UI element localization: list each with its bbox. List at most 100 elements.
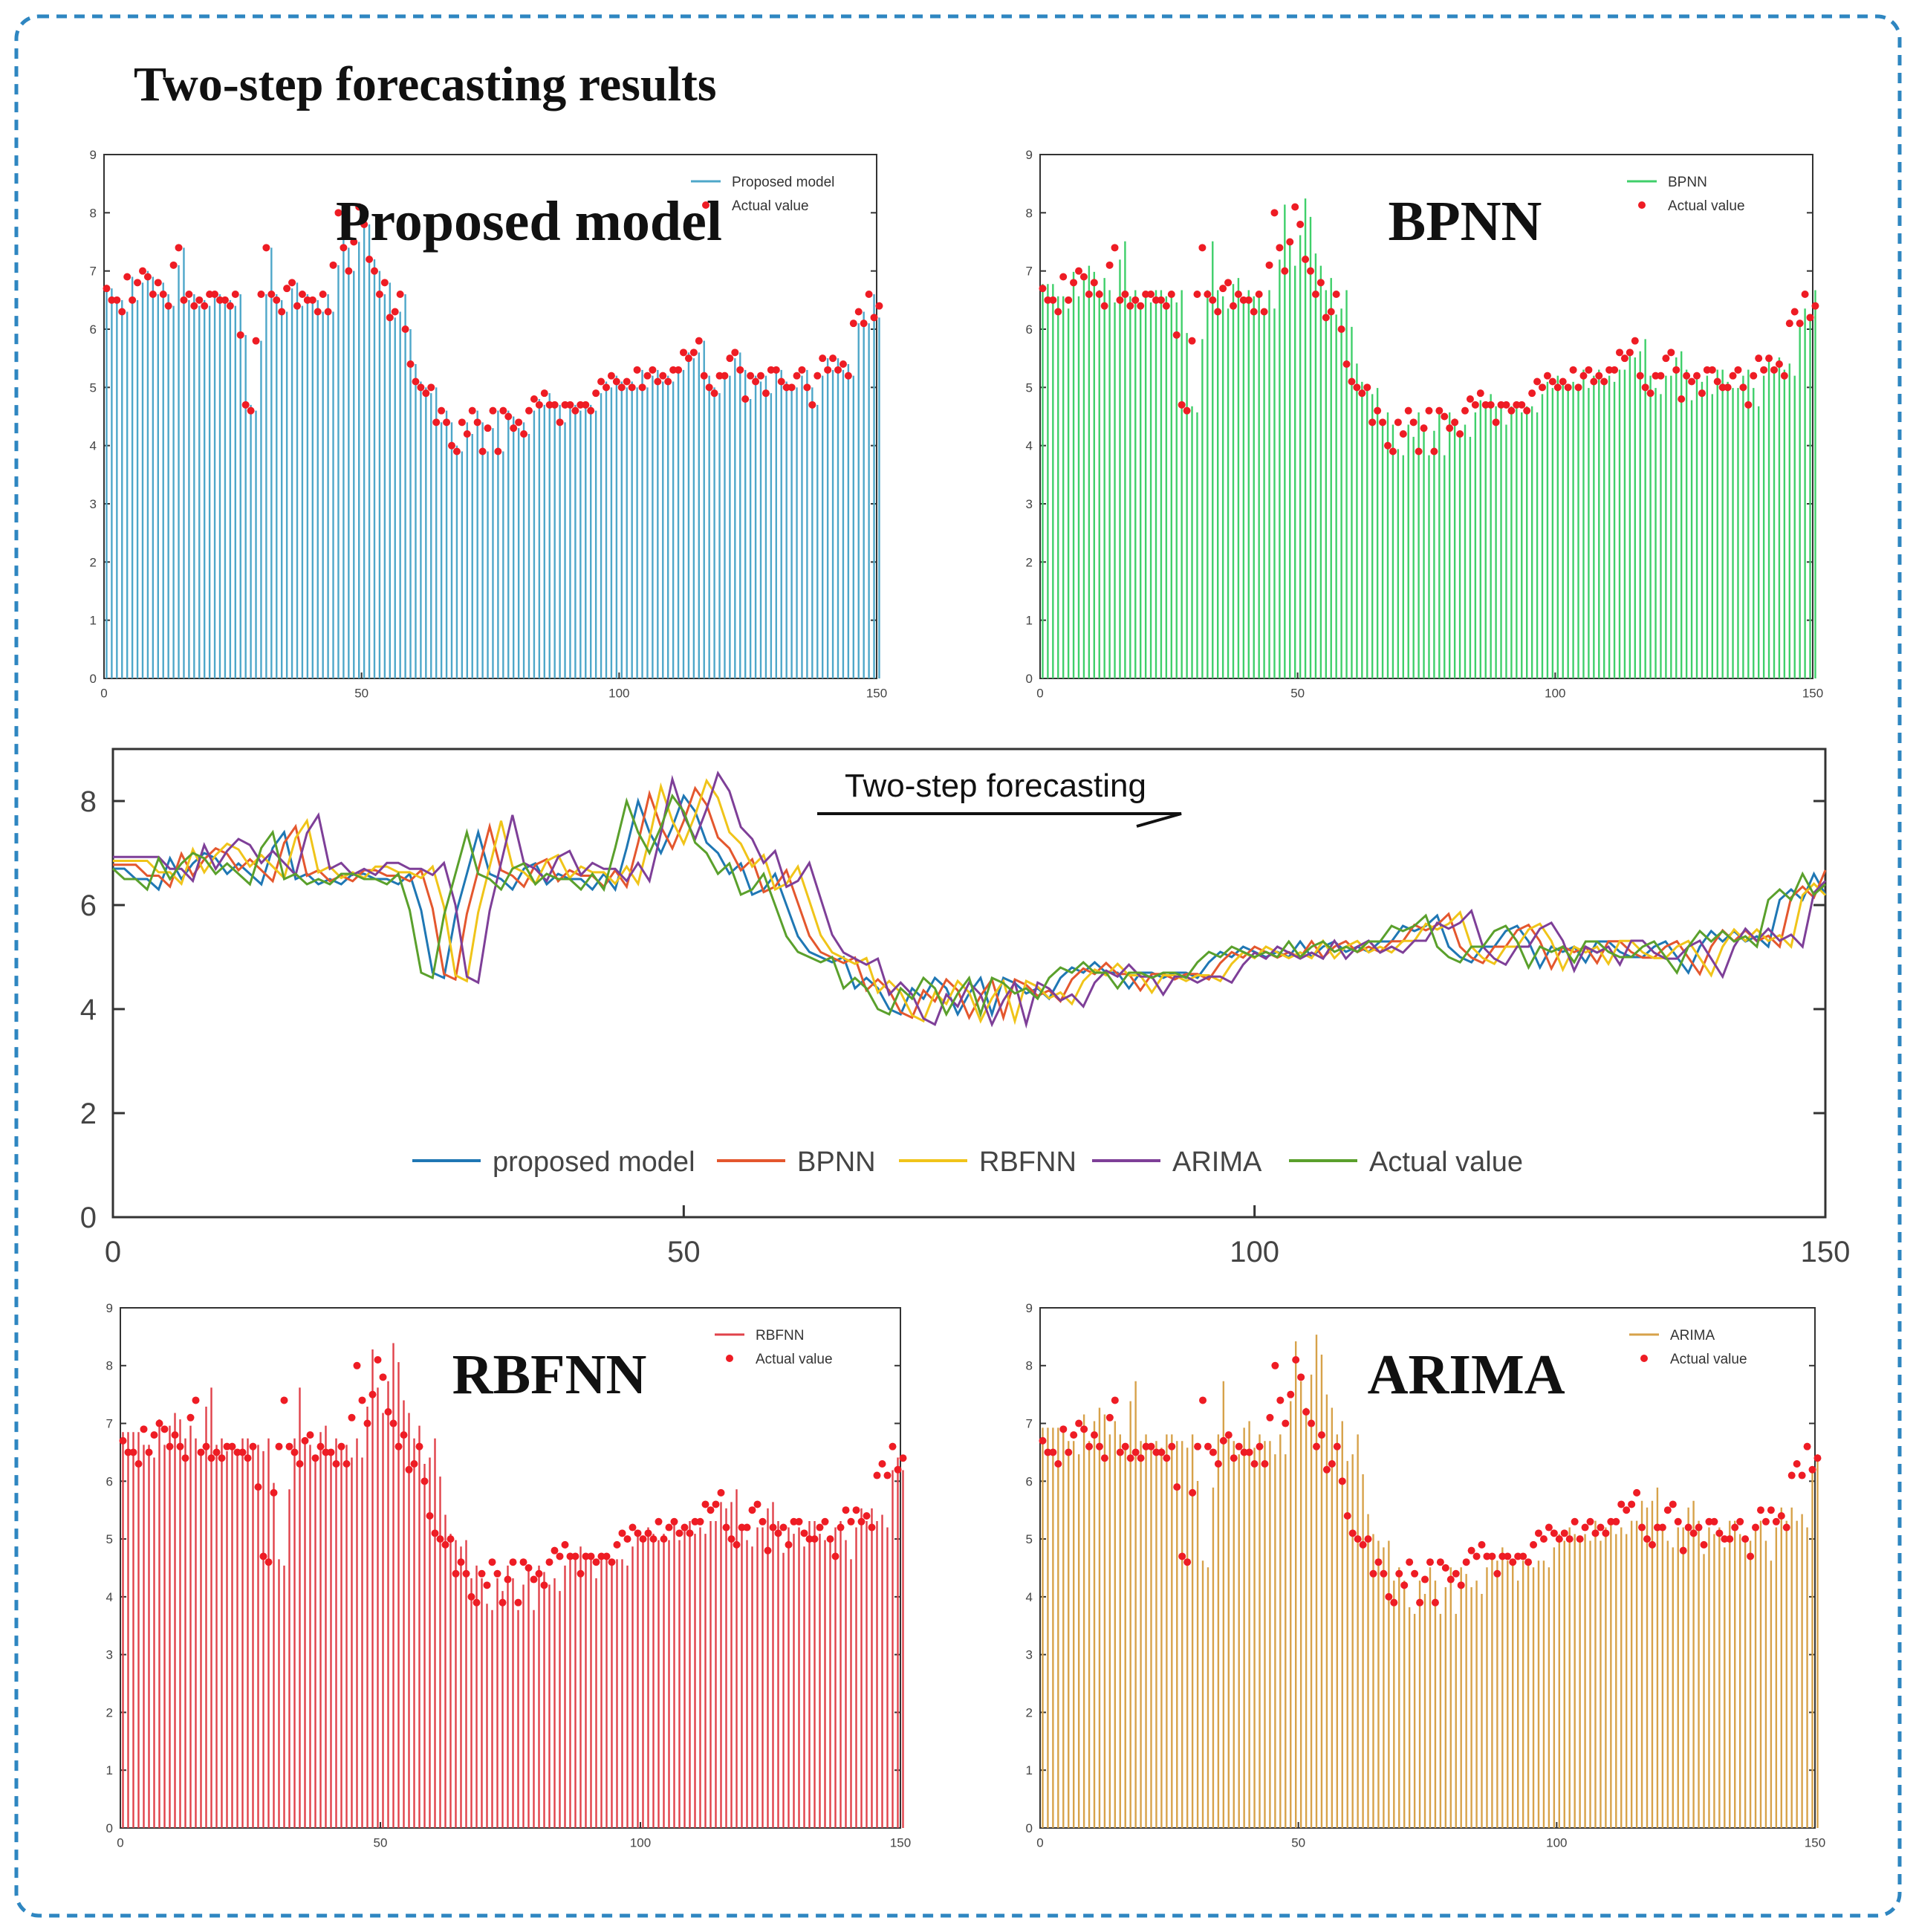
actual-marker xyxy=(190,302,198,310)
actual-marker xyxy=(1271,1361,1279,1369)
x-tick-label: 0 xyxy=(1036,1836,1043,1850)
y-tick-label: 2 xyxy=(80,1098,97,1130)
actual-marker xyxy=(212,1448,221,1456)
actual-marker xyxy=(1761,1517,1770,1526)
actual-marker xyxy=(236,331,244,339)
legend-label: Actual value xyxy=(1369,1147,1523,1178)
actual-marker xyxy=(540,1581,548,1589)
actual-marker xyxy=(1332,291,1340,298)
legend-label: Proposed model xyxy=(732,175,834,190)
actual-marker xyxy=(686,1529,694,1537)
actual-marker xyxy=(644,1529,652,1537)
actual-marker xyxy=(551,1546,559,1555)
actual-marker xyxy=(1481,401,1490,409)
actual-marker xyxy=(1620,354,1628,363)
actual-marker xyxy=(448,441,455,450)
actual-marker xyxy=(1337,325,1345,333)
actual-marker xyxy=(870,314,878,322)
actual-marker xyxy=(1713,377,1721,386)
actual-marker xyxy=(1250,308,1258,316)
plot-frame xyxy=(1039,1307,1816,1829)
x-tick-label: 50 xyxy=(354,687,368,701)
actual-marker xyxy=(389,1419,397,1427)
actual-marker xyxy=(1576,1535,1584,1543)
actual-line xyxy=(111,793,1827,1019)
actual-marker xyxy=(1785,320,1793,328)
actual-marker xyxy=(1121,1442,1129,1450)
y-tick-label: 7 xyxy=(106,1417,113,1431)
y-tick-label: 2 xyxy=(1026,1705,1033,1719)
actual-marker xyxy=(1688,377,1696,386)
actual-marker xyxy=(1255,291,1263,298)
actual-marker xyxy=(695,337,703,345)
actual-marker xyxy=(1760,366,1768,374)
actual-marker xyxy=(1787,1471,1796,1479)
actual-marker xyxy=(1628,1500,1636,1508)
actual-marker xyxy=(1131,1448,1140,1456)
actual-marker xyxy=(1756,1506,1764,1514)
actual-marker xyxy=(1302,1408,1311,1416)
actual-marker xyxy=(561,1540,569,1549)
actual-marker xyxy=(360,221,368,228)
actual-marker xyxy=(1399,430,1407,438)
actual-marker xyxy=(169,261,178,269)
actual-marker xyxy=(1085,1442,1094,1450)
actual-marker xyxy=(1079,273,1088,281)
actual-marker xyxy=(1291,203,1299,211)
actual-marker xyxy=(1772,1517,1780,1526)
y-tick-label: 1 xyxy=(1026,1763,1033,1777)
actual-marker xyxy=(257,291,265,298)
actual-marker xyxy=(1646,389,1654,398)
actual-marker xyxy=(202,1442,210,1450)
x-tick-label: 150 xyxy=(1805,1836,1825,1850)
actual-marker xyxy=(1363,383,1371,392)
actual-marker xyxy=(633,366,641,374)
actual-marker xyxy=(623,377,631,386)
actual-marker xyxy=(340,244,348,252)
actual-marker xyxy=(1152,1448,1160,1456)
actual-marker xyxy=(660,1535,668,1543)
actual-marker xyxy=(664,377,672,386)
actual-marker xyxy=(1487,401,1495,409)
actual-marker xyxy=(233,1448,241,1456)
y-tick-label: 4 xyxy=(106,1590,113,1604)
actual-marker xyxy=(649,366,657,374)
y-tick-label: 5 xyxy=(1026,380,1033,395)
x-tick-label: 50 xyxy=(1290,687,1305,701)
actual-marker xyxy=(438,406,446,415)
actual-marker xyxy=(1483,1552,1491,1560)
actual-marker xyxy=(1752,1523,1760,1531)
actual-marker xyxy=(634,1529,642,1537)
actual-marker xyxy=(1514,1552,1522,1560)
actual-marker xyxy=(254,1483,262,1491)
actual-marker xyxy=(1548,377,1556,386)
actual-marker xyxy=(1425,406,1433,415)
actual-marker xyxy=(1353,383,1361,392)
actual-marker xyxy=(1198,244,1207,252)
actual-marker xyxy=(308,296,316,304)
actual-marker xyxy=(1436,1558,1444,1566)
actual-marker xyxy=(301,1436,309,1445)
actual-marker xyxy=(1530,1540,1538,1549)
x-tick-label: 150 xyxy=(1802,687,1823,701)
y-tick-label: 9 xyxy=(106,1301,113,1315)
actual-marker xyxy=(748,1506,756,1514)
y-tick-label: 0 xyxy=(90,672,97,686)
actual-marker xyxy=(741,395,750,403)
actual-marker xyxy=(1452,1569,1460,1578)
actual-marker xyxy=(816,1523,824,1531)
actual-marker xyxy=(1767,1506,1775,1514)
actual-marker xyxy=(1689,1529,1698,1537)
actual-marker xyxy=(1703,366,1711,374)
actual-marker xyxy=(873,1471,881,1479)
actual-marker xyxy=(441,1540,449,1549)
actual-marker xyxy=(1409,418,1417,427)
actual-marker xyxy=(779,1523,787,1531)
actual-marker xyxy=(1404,406,1412,415)
actual-marker xyxy=(681,1523,689,1531)
actual-marker xyxy=(119,1436,127,1445)
actual-marker xyxy=(1147,1442,1155,1450)
actual-marker xyxy=(1471,401,1479,409)
actual-marker xyxy=(1178,401,1186,409)
actual-marker xyxy=(618,1529,626,1537)
